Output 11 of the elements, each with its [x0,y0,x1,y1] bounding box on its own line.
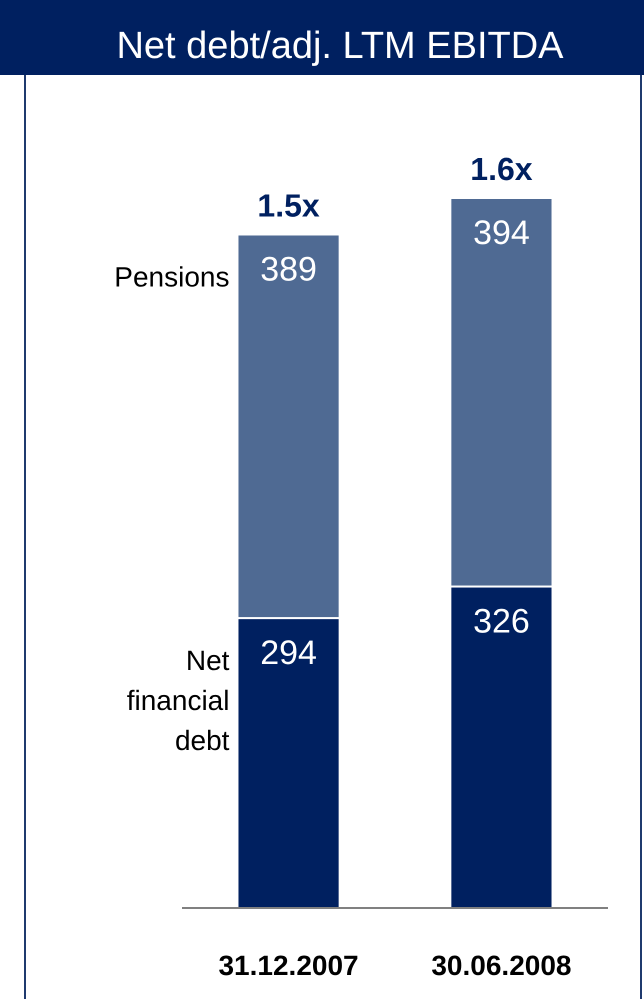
series-label: Net financial debt [126,645,230,756]
x-tick-label: 30.06.2008 [431,950,572,981]
chart-title: Net debt/adj. LTM EBITDA [116,25,564,67]
annotation: 1.6x [470,151,533,187]
annotation: 1.5x [257,187,320,224]
series-label: Pensions [114,261,230,292]
data-label: 294 [260,634,317,672]
data-label: 394 [473,214,530,252]
data-label: 326 [473,602,530,641]
data-label: 389 [260,250,317,288]
x-tick-label: 31.12.2007 [218,950,359,981]
